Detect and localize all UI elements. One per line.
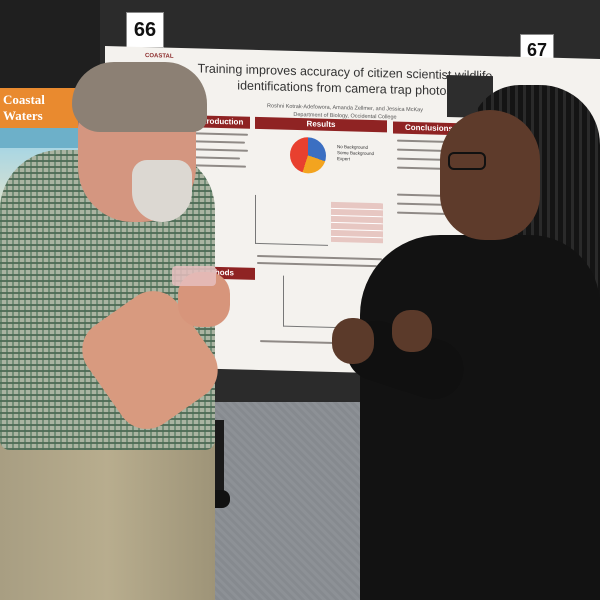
text-line: [190, 156, 240, 160]
text-line: [190, 132, 248, 136]
woman-hand-right: [392, 310, 432, 352]
woman-face: [440, 110, 540, 240]
text-line: [257, 261, 377, 268]
text-line: [257, 254, 382, 261]
legend-item: Expert: [337, 156, 351, 162]
plastic-cup: [172, 266, 216, 286]
text-line: [190, 164, 246, 168]
text-line: [190, 140, 245, 144]
pie-legend: No Background Some Background Expert: [337, 144, 374, 163]
woman-hand-left: [332, 318, 374, 364]
results-table: [331, 201, 383, 244]
man-beard: [132, 160, 192, 222]
glasses: [448, 152, 486, 170]
man-khaki-pants: [0, 440, 215, 600]
section-results: Results: [255, 116, 387, 133]
booth-number-66: 66: [126, 12, 164, 48]
man-hair: [72, 62, 207, 132]
table-row: [331, 229, 383, 239]
background-pie-chart: [290, 136, 326, 174]
text-line: [190, 148, 248, 152]
woman-black-sweater: [360, 235, 600, 600]
accuracy-chart: [255, 194, 328, 246]
neighbor-poster-title: Coastal Waters: [0, 88, 78, 128]
